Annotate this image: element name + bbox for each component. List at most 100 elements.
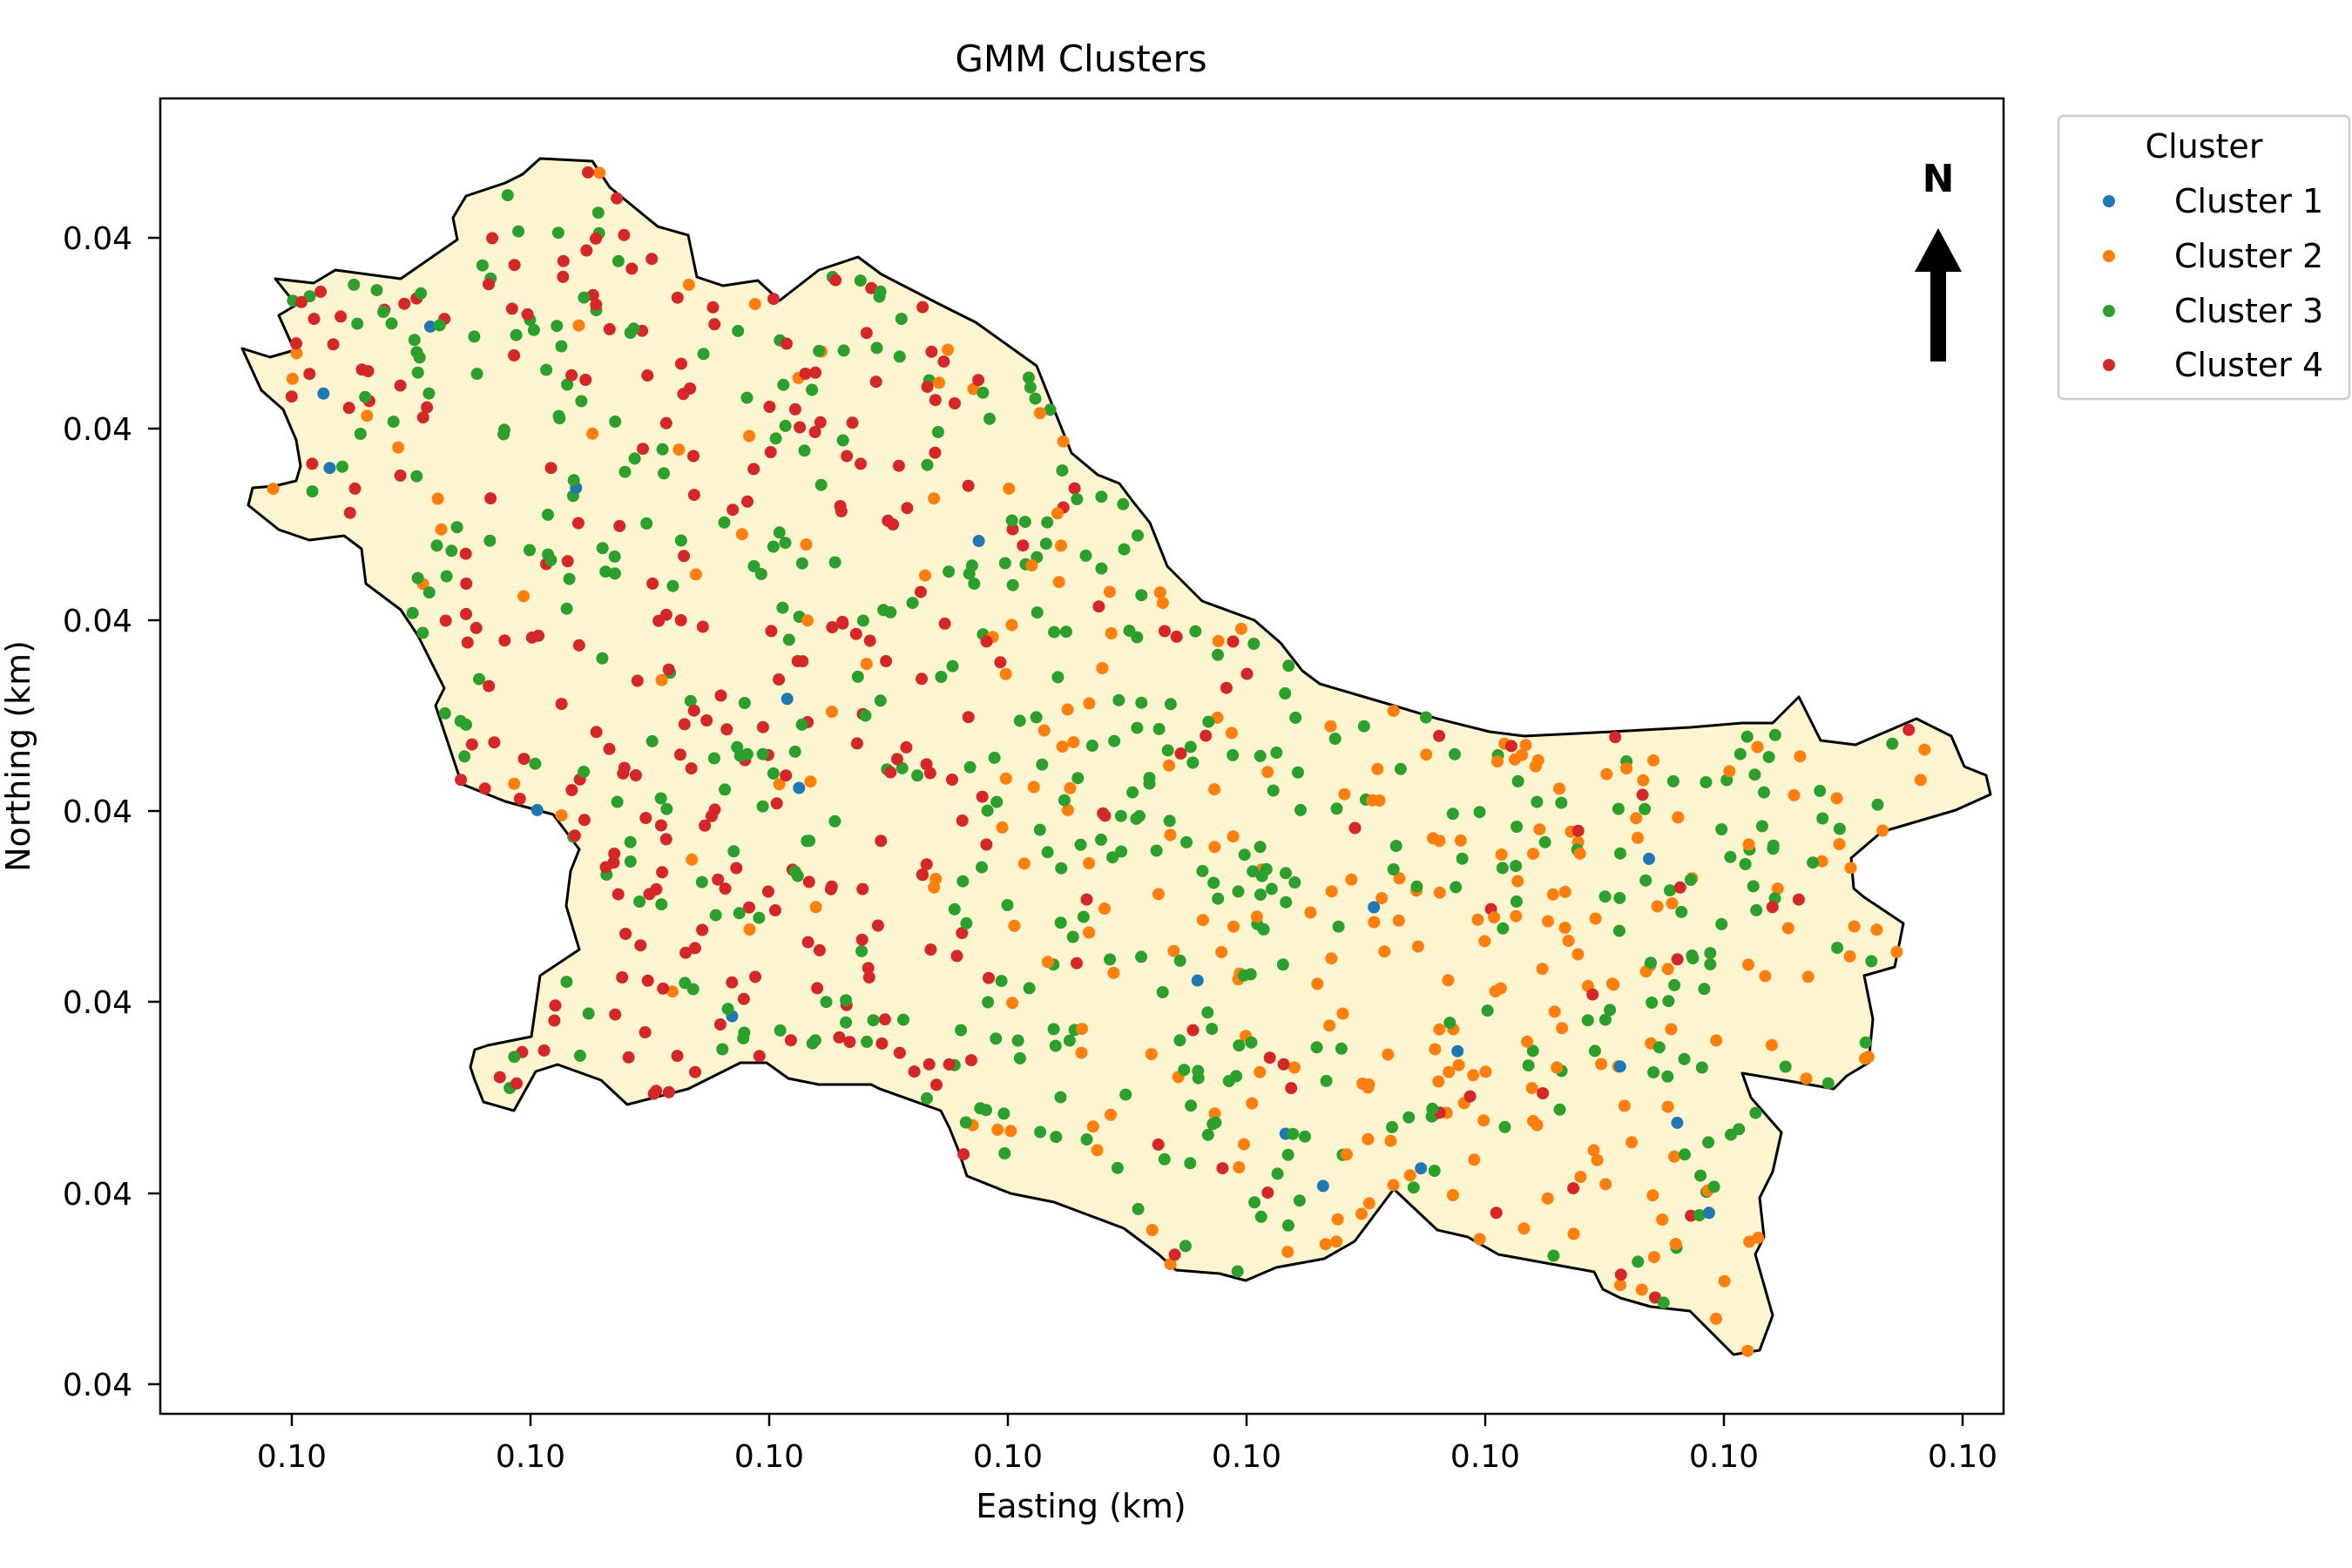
point-cluster-3 [779,419,792,432]
point-cluster-3 [1077,910,1090,923]
point-cluster-3 [738,697,751,709]
point-cluster-3 [1767,839,1780,852]
point-cluster-2 [1005,618,1018,632]
point-cluster-2 [1215,946,1228,958]
point-cluster-2 [1558,885,1571,898]
point-cluster-3 [416,626,429,639]
point-cluster-4 [1348,821,1362,835]
point-cluster-4 [483,278,495,291]
legend-marker-cluster-4 [2103,359,2115,371]
point-cluster-4 [1240,667,1254,680]
point-cluster-3 [709,909,722,922]
point-cluster-4 [925,345,938,358]
point-cluster-3 [754,568,767,580]
point-cluster-2 [1164,828,1177,841]
point-cluster-4 [887,518,900,531]
point-cluster-3 [1510,895,1523,908]
point-cluster-3 [997,1107,1010,1120]
point-cluster-3 [976,861,988,874]
point-cluster-3 [551,320,564,333]
point-cluster-3 [753,911,766,924]
point-cluster-4 [1092,600,1105,613]
point-cluster-4 [659,833,672,846]
point-cluster-4 [833,1031,846,1044]
point-cluster-4 [679,946,693,959]
point-cluster-1 [1613,1060,1626,1073]
point-cluster-3 [1023,371,1035,384]
point-cluster-3 [1604,1004,1617,1017]
point-cluster-2 [1006,997,1019,1010]
point-cluster-3 [956,875,970,888]
point-cluster-3 [840,1016,853,1029]
point-cluster-3 [1330,802,1343,815]
point-cluster-2 [1246,1097,1259,1110]
point-cluster-3 [837,344,850,357]
point-cluster-4 [741,495,754,508]
point-cluster-2 [1146,1224,1159,1236]
point-cluster-4 [537,1044,551,1057]
point-cluster-4 [478,782,491,795]
point-cluster-4 [557,254,570,267]
point-cluster-2 [1433,1023,1446,1036]
point-cluster-3 [578,766,591,778]
point-cluster-4 [756,720,769,733]
point-cluster-4 [1174,747,1187,760]
point-cluster-4 [714,689,727,702]
point-cluster-3 [1158,1152,1171,1166]
point-cluster-2 [1542,915,1554,928]
point-cluster-2 [586,427,599,440]
point-cluster-2 [1227,830,1240,843]
point-cluster-1 [1702,1206,1715,1220]
point-cluster-3 [377,306,390,318]
point-cluster-4 [619,928,632,940]
point-cluster-4 [901,502,914,515]
point-cluster-4 [846,416,859,429]
point-cluster-3 [618,465,632,478]
point-cluster-2 [682,278,695,291]
point-cluster-1 [1191,974,1204,987]
point-cluster-4 [1671,953,1684,966]
point-cluster-3 [1184,1157,1197,1170]
point-cluster-4 [916,301,929,314]
point-cluster-2 [686,853,699,866]
point-cluster-2 [1311,977,1324,990]
point-cluster-2 [826,706,838,718]
point-cluster-3 [1152,722,1166,735]
legend: Cluster Cluster 1 Cluster 2 Cluster 3 Cl… [2057,114,2351,401]
point-cluster-4 [849,627,862,640]
point-cluster-3 [877,604,890,617]
point-cluster-3 [1254,889,1267,901]
point-cluster-2 [1041,956,1054,969]
point-cluster-2 [1668,1150,1680,1163]
point-cluster-2 [1595,1058,1608,1071]
point-cluster-3 [1684,874,1697,886]
point-cluster-3 [1192,1064,1205,1078]
point-cluster-3 [628,452,641,465]
point-cluster-4 [678,718,691,731]
point-cluster-2 [1488,911,1501,924]
point-cluster-2 [1091,1144,1104,1157]
point-cluster-4 [862,971,875,983]
point-cluster-2 [435,523,448,536]
point-cluster-3 [611,795,624,808]
point-cluster-4 [860,327,873,340]
point-cluster-2 [1017,857,1031,870]
point-cluster-4 [767,293,780,306]
point-cluster-3 [1071,493,1084,505]
point-cluster-3 [1511,821,1524,833]
point-cluster-2 [1742,838,1755,851]
point-cluster-3 [870,341,883,355]
point-cluster-3 [624,835,637,848]
point-cluster-3 [1821,1077,1835,1090]
point-cluster-2 [1625,1136,1639,1149]
point-cluster-2 [1366,794,1379,807]
point-cluster-3 [1739,858,1752,870]
point-cluster-4 [1504,740,1517,753]
point-cluster-1 [793,781,806,794]
point-cluster-2 [1647,754,1660,767]
point-cluster-3 [911,769,923,782]
point-cluster-3 [1018,516,1031,529]
point-cluster-3 [370,284,383,297]
plot-frame [159,97,2005,1416]
point-cluster-3 [963,760,977,774]
